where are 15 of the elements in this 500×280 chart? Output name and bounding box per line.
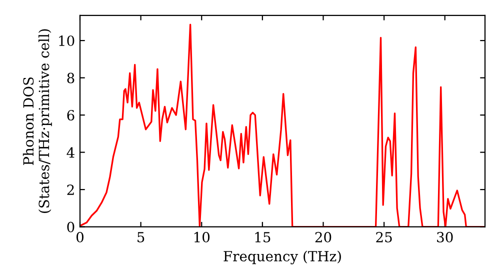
x-tick-label: 20 [315, 232, 332, 242]
y-tick-label: 8 [67, 72, 74, 84]
x-tick-label: 25 [376, 232, 392, 242]
y-tick-label: 10 [59, 36, 74, 46]
x-tick-label: 30 [437, 232, 453, 242]
y-tick-label: 6 [67, 110, 74, 121]
y-tick-label: 0 [67, 222, 74, 232]
y-tick-label: 2 [67, 184, 74, 195]
x-tick-label: 0 [76, 232, 84, 242]
y-tick-label: 4 [66, 147, 74, 158]
y-axis-title: Phonon DOS (States/THz·primitive cell) [22, 29, 52, 213]
x-tick-label: 5 [138, 232, 144, 242]
x-tick-label: 15 [255, 232, 270, 242]
x-tick-label: 10 [194, 232, 210, 242]
x-axis-title: Frequency (THz) [224, 250, 341, 264]
